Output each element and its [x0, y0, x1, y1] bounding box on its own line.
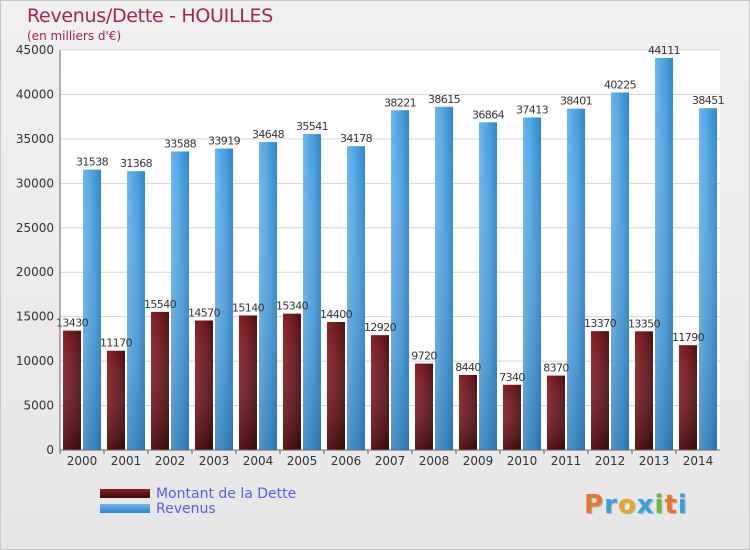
- data-label-debt: 12920: [364, 321, 397, 334]
- data-label-debt: 8370: [543, 362, 569, 375]
- data-label-revenue: 38401: [560, 95, 592, 108]
- y-tick-label: 15000: [16, 310, 54, 324]
- bar-revenue-shade-2006: [347, 146, 365, 450]
- bar-revenue-shade-2008: [435, 106, 453, 450]
- legend-item-debt: Montant de la Dette: [100, 485, 297, 502]
- data-label-revenue: 35541: [296, 120, 328, 133]
- x-tick-label: 2003: [199, 454, 230, 468]
- y-tick-label: 30000: [16, 176, 54, 190]
- bar-debt-shade-2013: [635, 331, 653, 450]
- data-label-debt: 15340: [276, 300, 309, 313]
- x-tick-label: 2004: [243, 454, 274, 468]
- data-label-debt: 14400: [320, 308, 353, 321]
- x-tick-label: 2007: [375, 454, 406, 468]
- x-tick-label: 2011: [551, 454, 582, 468]
- x-tick-label: 2010: [507, 454, 538, 468]
- legend-label-debt: Montant de la Dette: [156, 485, 297, 502]
- x-tick-label: 2009: [463, 454, 494, 468]
- y-tick-label: 35000: [16, 132, 54, 146]
- data-label-debt: 11790: [672, 331, 705, 344]
- x-tick-label: 2000: [67, 454, 98, 468]
- bar-debt-shade-2012: [591, 331, 609, 450]
- data-label-debt: 14570: [188, 306, 221, 319]
- bar-debt-shade-2007: [371, 335, 389, 450]
- chart-title: Revenus/Dette - HOUILLES: [27, 5, 273, 27]
- bar-debt-shade-2011: [547, 375, 565, 450]
- x-tick-label: 2002: [155, 454, 186, 468]
- y-tick-label: 0: [46, 443, 54, 457]
- bar-debt-shade-2010: [503, 384, 521, 450]
- data-label-debt: 15540: [144, 298, 177, 311]
- bar-revenue-shade-2001: [127, 171, 145, 450]
- data-label-revenue: 38451: [692, 94, 724, 107]
- bar-debt-shade-2003: [195, 320, 213, 450]
- bar-debt-shade-2014: [679, 345, 697, 450]
- bar-debt-shade-2008: [415, 363, 433, 450]
- plot-area: [60, 50, 720, 450]
- bar-revenue-shade-2013: [655, 57, 673, 450]
- bar-revenue-shade-2002: [171, 151, 189, 450]
- x-tick-label: 2005: [287, 454, 318, 468]
- data-label-debt: 13370: [584, 317, 617, 330]
- proxiti-logo: Proxiti: [584, 490, 688, 520]
- y-tick-label: 5000: [23, 399, 54, 413]
- legend-swatch-debt: [100, 489, 150, 498]
- bar-revenue-shade-2014: [699, 108, 717, 451]
- x-tick-label: 2006: [331, 454, 362, 468]
- y-tick-label: 25000: [16, 221, 54, 235]
- data-label-revenue: 31538: [76, 156, 109, 169]
- data-label-revenue: 34178: [340, 132, 373, 145]
- data-label-debt: 15140: [232, 301, 265, 314]
- y-tick-label: 20000: [16, 265, 54, 279]
- bar-revenue-shade-2010: [523, 117, 541, 450]
- bar-revenue-shade-2005: [303, 134, 321, 450]
- y-tick-label: 10000: [16, 354, 54, 368]
- data-label-revenue: 38221: [384, 96, 416, 109]
- x-tick-label: 2008: [419, 454, 450, 468]
- data-label-revenue: 33919: [208, 134, 241, 147]
- bar-debt-shade-2004: [239, 315, 257, 450]
- data-label-debt: 13430: [56, 317, 89, 330]
- legend-swatch-revenue: [100, 504, 150, 513]
- data-label-revenue: 34648: [252, 128, 285, 141]
- bar-revenue-shade-2004: [259, 142, 277, 451]
- bar-debt-shade-2005: [283, 313, 301, 450]
- chart-legend: Montant de la Dette Revenus: [100, 485, 297, 517]
- data-label-revenue: 37413: [516, 103, 549, 116]
- chart-subtitle: (en milliers d'€): [27, 29, 122, 43]
- x-tick-label: 2013: [639, 454, 670, 468]
- x-tick-label: 2012: [595, 454, 626, 468]
- bar-debt-shade-2001: [107, 350, 125, 450]
- bar-revenue-shade-2000: [83, 169, 101, 450]
- legend-item-revenue: Revenus: [100, 500, 296, 517]
- bar-revenue-shade-2003: [215, 148, 233, 450]
- bar-debt-shade-2002: [151, 311, 169, 450]
- x-tick-label: 2014: [683, 454, 714, 468]
- data-label-debt: 11170: [100, 337, 133, 350]
- data-label-revenue: 33588: [164, 137, 197, 150]
- x-tick-label: 2001: [111, 454, 142, 468]
- data-label-debt: 7340: [499, 371, 525, 384]
- data-label-debt: 9720: [411, 350, 437, 363]
- data-label-debt: 8440: [455, 361, 481, 374]
- data-label-debt: 13350: [628, 317, 661, 330]
- data-label-revenue: 40225: [604, 78, 637, 91]
- bar-revenue-shade-2012: [611, 92, 629, 450]
- bar-revenue-shade-2009: [479, 122, 497, 450]
- data-label-revenue: 36864: [472, 108, 505, 121]
- bar-debt-shade-2006: [327, 322, 345, 450]
- bar-revenue-shade-2011: [567, 108, 585, 450]
- y-tick-label: 40000: [16, 87, 54, 101]
- legend-label-revenue: Revenus: [156, 500, 216, 517]
- data-label-revenue: 38615: [428, 93, 461, 106]
- bar-debt-shade-2009: [459, 374, 477, 450]
- bar-debt-shade-2000: [63, 330, 81, 450]
- data-label-revenue: 44111: [648, 44, 680, 57]
- bar-revenue-shade-2007: [391, 110, 409, 450]
- y-tick-label: 45000: [16, 43, 54, 57]
- data-label-revenue: 31368: [120, 157, 153, 170]
